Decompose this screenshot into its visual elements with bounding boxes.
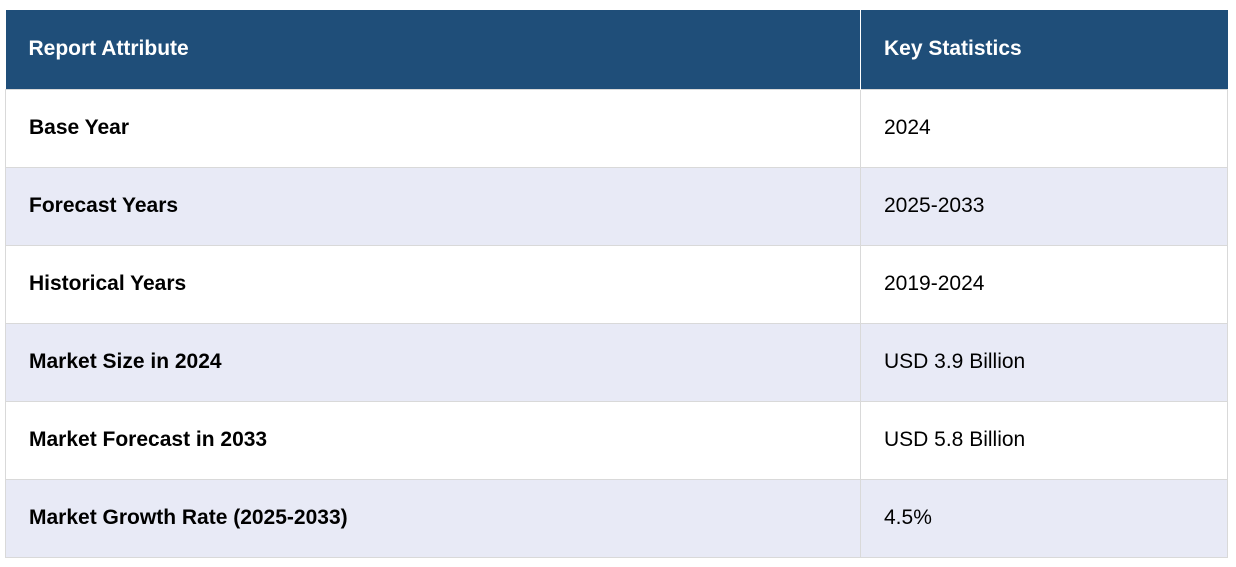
- header-key-statistics: Key Statistics: [884, 37, 1022, 61]
- row-attribute-forecast-years: Forecast Years: [5, 166, 861, 246]
- table-row: Market Growth Rate (2025-2033) 4.5%: [5, 478, 1228, 558]
- report-attributes-table: Report Attribute Key Statistics Base Yea…: [5, 10, 1228, 558]
- row-value-base-year: 2024: [860, 88, 1228, 168]
- table-row: Forecast Years 2025-2033: [5, 166, 1228, 246]
- row-value-historical-years: 2019-2024: [860, 244, 1228, 324]
- row-attribute-base-year: Base Year: [5, 88, 861, 168]
- table-row: Base Year 2024: [5, 88, 1228, 168]
- row-value-growth-rate: 4.5%: [860, 478, 1228, 558]
- table-row: Market Forecast in 2033 USD 5.8 Billion: [5, 400, 1228, 480]
- table-row: Historical Years 2019-2024: [5, 244, 1228, 324]
- row-attribute-market-size: Market Size in 2024: [5, 322, 861, 402]
- header-report-attribute: Report Attribute: [5, 10, 861, 89]
- report-table-container: Report Attribute Key Statistics Base Yea…: [5, 10, 1228, 558]
- row-value-market-size: USD 3.9 Billion: [860, 322, 1228, 402]
- row-attribute-historical-years: Historical Years: [5, 244, 861, 324]
- table-header-row: Report Attribute Key Statistics: [5, 10, 1228, 89]
- row-attribute-growth-rate: Market Growth Rate (2025-2033): [5, 478, 861, 558]
- row-value-market-forecast: USD 5.8 Billion: [860, 400, 1228, 480]
- row-value-forecast-years: 2025-2033: [860, 166, 1228, 246]
- row-attribute-market-forecast: Market Forecast in 2033: [5, 400, 861, 480]
- table-row: Market Size in 2024 USD 3.9 Billion: [5, 322, 1228, 402]
